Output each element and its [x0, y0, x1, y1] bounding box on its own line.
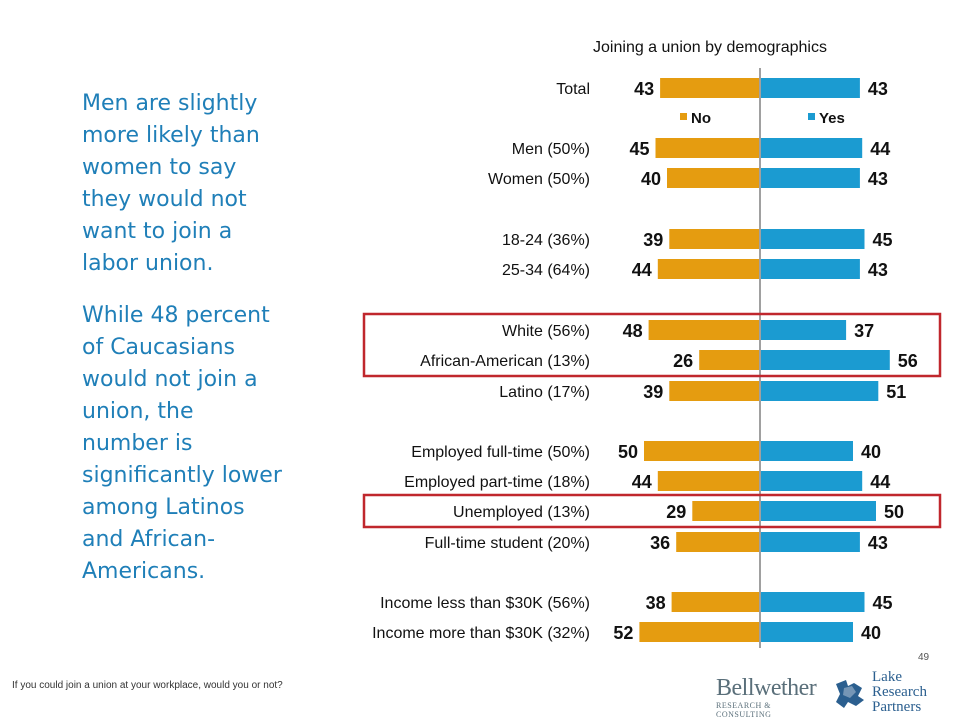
bar-no: [667, 168, 759, 188]
bar-yes: [761, 441, 853, 461]
category-label: Unemployed (13%): [453, 504, 590, 521]
category-label: Women (50%): [488, 171, 590, 188]
chart-title: Joining a union by demographics: [593, 39, 827, 56]
bar-yes: [761, 471, 863, 491]
value-label-no: 45: [629, 139, 649, 159]
bellwether-logo-subtitle: RESEARCH & CONSULTING: [716, 701, 772, 719]
value-label-yes: 37: [854, 321, 874, 341]
legend-swatch-no: [680, 113, 687, 120]
puzzle-piece-icon: [836, 680, 864, 708]
value-label-no: 36: [650, 533, 670, 553]
commentary-paragraph-2: While 48 percent of Caucasians would not…: [82, 303, 282, 584]
bar-no: [657, 471, 759, 491]
bar-no: [692, 501, 759, 521]
value-label-no: 48: [623, 321, 643, 341]
value-label-no: 38: [646, 593, 666, 613]
category-label: Latino (17%): [499, 384, 590, 401]
bar-no: [671, 592, 759, 612]
value-label-yes: 40: [861, 442, 881, 462]
value-label-no: 44: [632, 472, 652, 492]
lake-logo-line-3: Partners: [872, 699, 922, 715]
bar-no: [699, 350, 759, 370]
value-label-no: 29: [666, 502, 686, 522]
bar-no: [660, 78, 759, 98]
value-label-yes: 45: [873, 230, 893, 250]
bar-yes: [761, 350, 890, 370]
category-label: Income more than $30K (32%): [372, 625, 590, 642]
bar-no: [644, 441, 759, 461]
survey-question-footnote: If you could join a union at your workpl…: [12, 680, 283, 691]
bar-yes: [761, 622, 853, 642]
value-label-yes: 44: [870, 139, 890, 159]
value-label-no: 40: [641, 169, 661, 189]
bar-no: [639, 622, 759, 642]
value-label-no: 50: [618, 442, 638, 462]
bellwether-logo: Bellwether RESEARCH & CONSULTING: [716, 675, 826, 719]
value-label-no: 52: [613, 623, 633, 643]
lake-logo-line-1: Lake: [872, 669, 902, 685]
value-label-yes: 45: [873, 593, 893, 613]
bar-no: [648, 320, 759, 340]
value-label-yes: 43: [868, 79, 888, 99]
commentary-paragraph-1: Men are slightly more likely than women …: [82, 91, 260, 276]
lake-research-logo: Lake Research Partners: [832, 668, 952, 718]
bar-yes: [761, 78, 860, 98]
category-label: Total: [556, 81, 590, 98]
bar-no: [655, 138, 759, 158]
value-label-yes: 40: [861, 623, 881, 643]
value-label-no: 44: [632, 260, 652, 280]
highlight-box-race: [362, 312, 942, 378]
category-label: Income less than $30K (56%): [380, 595, 590, 612]
value-label-yes: 43: [868, 533, 888, 553]
bar-yes: [761, 592, 865, 612]
lake-research-wordmark: Lake Research Partners: [872, 670, 927, 715]
value-label-yes: 44: [870, 472, 890, 492]
value-label-yes: 56: [898, 351, 918, 371]
legend-label-yes: Yes: [819, 110, 845, 127]
value-label-yes: 43: [868, 169, 888, 189]
category-label: White (56%): [502, 323, 590, 340]
category-label: African-American (13%): [420, 353, 590, 370]
union-demographics-chart: Joining a union by demographics No Yes Tota…: [362, 39, 942, 648]
value-label-no: 39: [643, 382, 663, 402]
page-number: 49: [918, 652, 930, 663]
category-label: 18-24 (36%): [502, 232, 590, 249]
category-label: Full-time student (20%): [425, 535, 590, 552]
category-label: Employed full-time (50%): [411, 444, 590, 461]
value-label-no: 26: [673, 351, 693, 371]
bar-yes: [761, 259, 860, 279]
bar-yes: [761, 138, 863, 158]
commentary-text: Men are slightly more likely than women …: [82, 88, 282, 608]
value-label-yes: 50: [884, 502, 904, 522]
category-label: Employed part-time (18%): [404, 474, 590, 491]
lake-logo-line-2: Research: [872, 684, 927, 700]
value-label-yes: 43: [868, 260, 888, 280]
legend-swatch-yes: [808, 113, 815, 120]
bar-no: [669, 381, 759, 401]
highlight-box-unemployed: [362, 493, 942, 529]
bar-no: [657, 259, 759, 279]
category-label: 25-34 (64%): [502, 262, 590, 279]
value-label-yes: 51: [886, 382, 906, 402]
bar-yes: [761, 229, 865, 249]
bar-yes: [761, 320, 847, 340]
bar-yes: [761, 501, 876, 521]
bar-yes: [761, 168, 860, 188]
value-label-no: 43: [634, 79, 654, 99]
bar-yes: [761, 381, 879, 401]
legend-label-no: No: [691, 110, 711, 127]
bar-no: [676, 532, 759, 552]
bar-yes: [761, 532, 860, 552]
bellwether-logo-name: Bellwether: [716, 675, 817, 701]
category-label: Men (50%): [512, 141, 590, 158]
bar-no: [669, 229, 759, 249]
value-label-no: 39: [643, 230, 663, 250]
